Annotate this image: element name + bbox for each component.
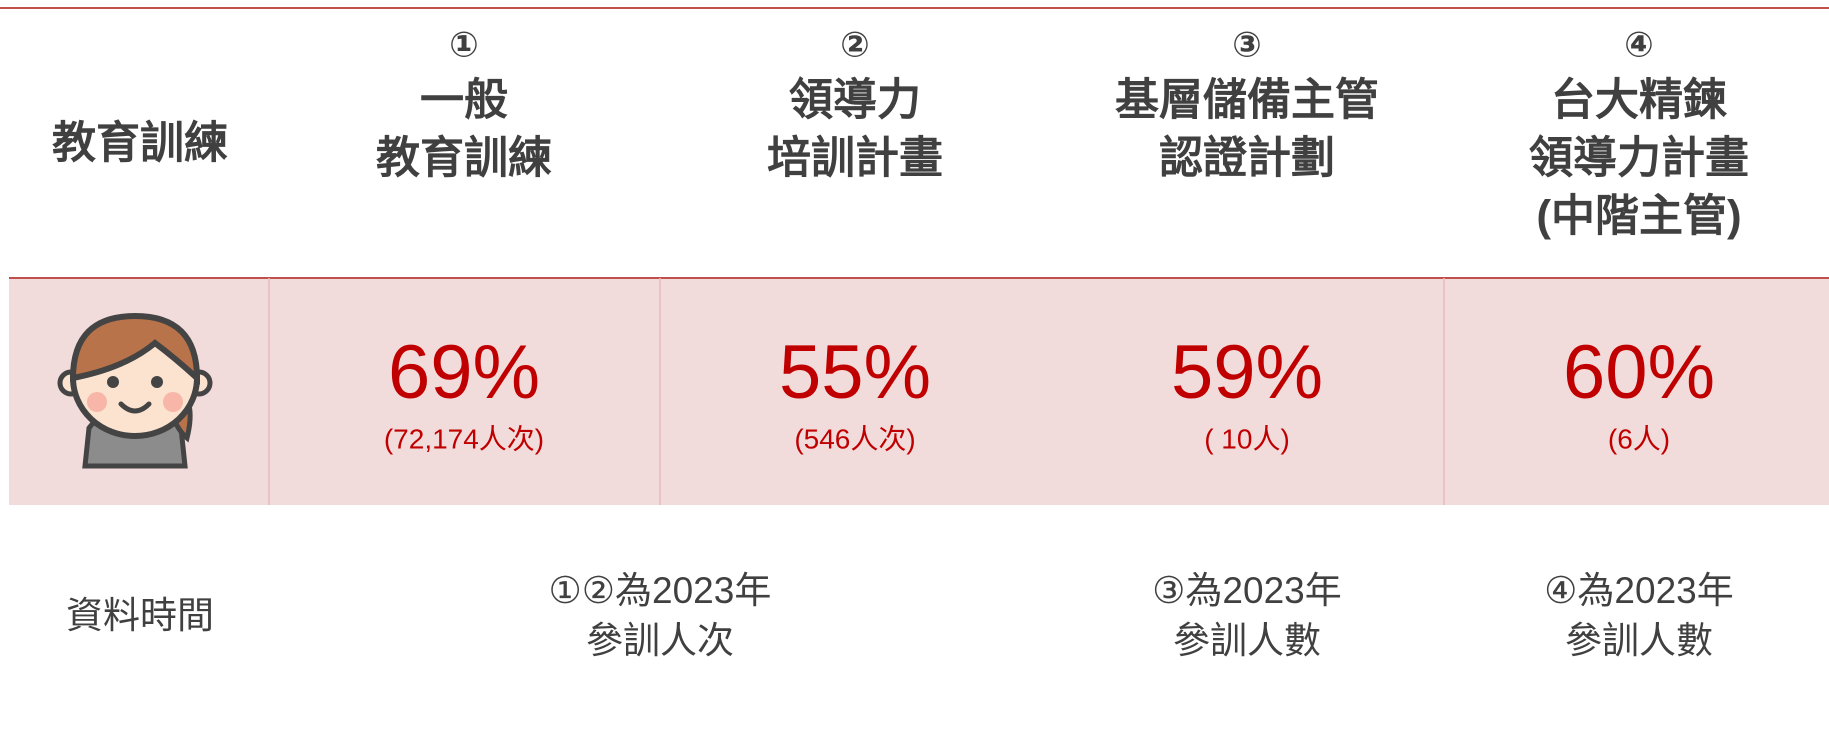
column-title: 培訓計畫 [767,134,943,183]
column-number: ③ [1232,25,1262,64]
stat-count: (72,174人次) [384,423,544,454]
column-number: ① [449,25,479,64]
footer-note: 參訓人次 [586,620,734,661]
column-number: ② [840,25,870,64]
column-title: 認證計劃 [1159,134,1335,183]
footer-note: ④為2023年 [1544,570,1733,611]
stat-percent: 69% [388,330,540,415]
column-title: 領導力計畫 [1529,133,1749,183]
footer-note: ①②為2023年 [549,570,772,611]
stat-count: (6人) [1608,423,1670,454]
column-title: 教育訓練 [376,134,552,183]
stats-row [9,278,1829,505]
avatar-icon [57,312,213,469]
stat-percent: 55% [779,330,931,415]
stat-count: ( 10人) [1204,423,1290,454]
column-title: (中階主管) [1536,192,1741,241]
corner-label: 教育訓練 [52,119,228,168]
column-title: 台大精鍊 [1551,76,1728,125]
footer-note: 參訓人數 [1565,620,1713,661]
stat-percent: 59% [1171,330,1323,415]
footer-label: 資料時間 [66,595,214,636]
column-number: ④ [1624,25,1654,64]
stat-percent: 60% [1563,330,1715,415]
footer-note: 參訓人數 [1173,620,1321,661]
column-title: 領導力 [789,75,921,125]
column-title: 基層儲備主管 [1115,76,1379,125]
stat-count: (546人次) [794,423,915,454]
column-title: 一般 [420,76,508,125]
footer-note: ③為2023年 [1152,570,1341,611]
